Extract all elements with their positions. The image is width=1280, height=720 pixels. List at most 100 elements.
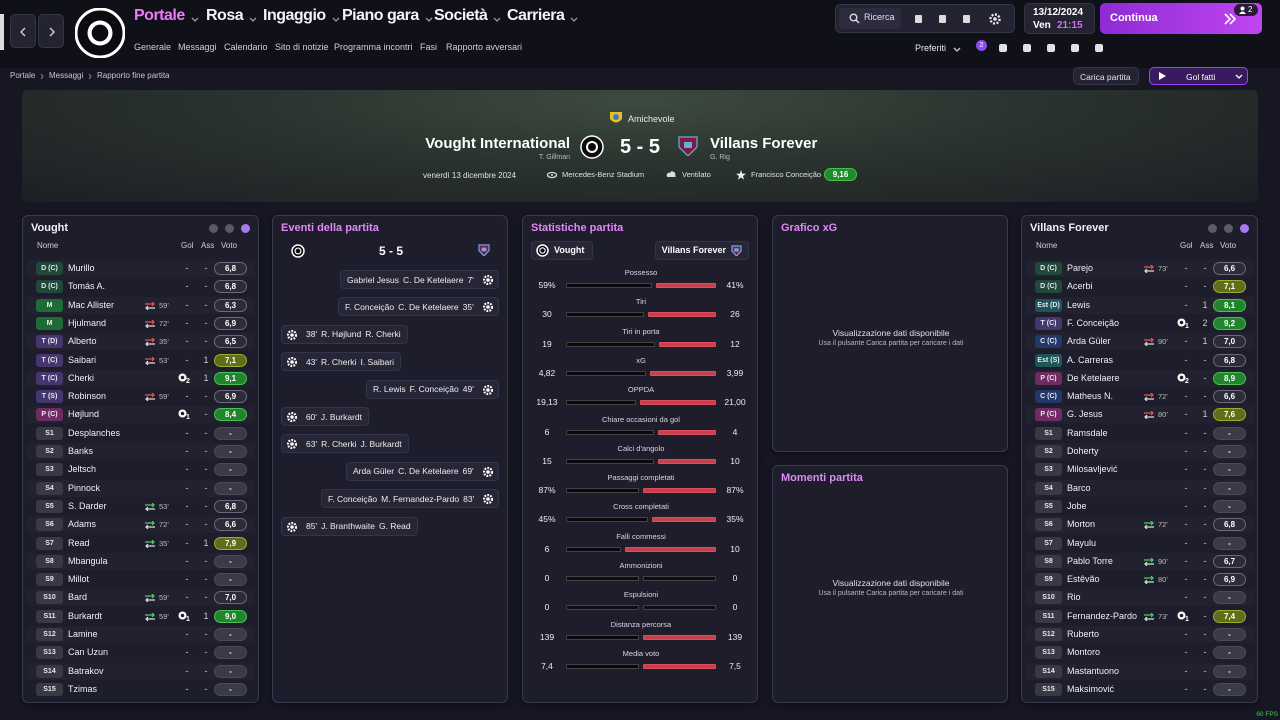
nav-tab[interactable]: Piano gara — [342, 7, 419, 24]
player-row[interactable]: M Mac Allister 59' - -6,3 — [27, 296, 255, 314]
player-row[interactable]: S14 Batrakov - - - — [27, 662, 255, 680]
forward-button[interactable] — [38, 14, 64, 48]
stat-home: 19 — [542, 338, 552, 349]
player-row[interactable]: S1 Desplanches - - - — [27, 424, 255, 442]
assists: - — [204, 500, 208, 511]
goal-event[interactable]: Arda Güler C. De Ketelaere 69' — [346, 461, 499, 481]
player-row[interactable]: S2 Doherty - - - — [1026, 443, 1254, 460]
player-name: Pinnock — [68, 482, 101, 493]
view-dot[interactable] — [1224, 224, 1233, 233]
substitution-minute: 73' — [1158, 264, 1168, 273]
player-row[interactable]: P (C) Højlund 1 -8,4 — [27, 406, 255, 424]
player-row[interactable]: S5 Jobe - - - — [1026, 497, 1254, 515]
player-row[interactable]: T (C) Cherki 2 1 9,1 — [27, 369, 255, 387]
sub-tab[interactable]: Rapporto avversari — [446, 42, 523, 52]
player-row[interactable]: P (C) G. Jesus 80' - 1 7,6 — [1026, 406, 1254, 424]
continue-button[interactable]: Continua 2 — [1100, 3, 1262, 34]
player-row[interactable]: S5 S. Darder 53' - -6,8 — [27, 497, 255, 515]
view-dot[interactable] — [1240, 224, 1249, 233]
goal-event[interactable]: 85' J. Branthwaite G. Read — [281, 516, 418, 536]
goal-event[interactable]: R. Lewis F. Conceição 49' — [366, 379, 499, 399]
sub-tab[interactable]: Fasi — [420, 42, 438, 52]
view-dot[interactable] — [209, 224, 218, 233]
breadcrumb-item[interactable]: Portale — [10, 71, 36, 80]
goals: - — [185, 336, 189, 347]
player-row[interactable]: S3 Milosavljević - - - — [1026, 461, 1254, 479]
goal-minute: 63' — [306, 438, 318, 449]
player-row[interactable]: D (C) Acerbi - -7,1 — [1026, 278, 1254, 296]
column-header: Gol — [1180, 241, 1193, 250]
player-row[interactable]: Est (D) Lewis - 1 8,1 — [1026, 296, 1254, 314]
player-row[interactable]: D (C) Murillo - -6,8 — [27, 260, 255, 277]
goal-event[interactable]: F. Conceição M. Fernandez-Pardo 83' — [321, 489, 499, 509]
player-row[interactable]: S9 Estêvão 80' - -6,9 — [1026, 571, 1254, 589]
goal-event[interactable]: 60' J. Burkardt — [281, 407, 369, 426]
sub-tab[interactable]: Programma incontri — [334, 42, 413, 52]
view-dot[interactable] — [225, 224, 234, 233]
player-row[interactable]: M Hjulmand 72' - -6,9 — [27, 314, 255, 332]
goals: - — [185, 464, 189, 475]
goal-event[interactable]: 43' R. Cherki I. Saibari — [281, 352, 401, 372]
player-row[interactable]: S11 Burkardt 59' 1 1 9,0 — [27, 607, 255, 625]
position-badge: S7 — [36, 536, 63, 550]
player-row[interactable]: T (S) Robinson 59' - -6,9 — [27, 388, 255, 406]
player-row[interactable]: C (C) Arda Güler 90' - 1 7,0 — [1026, 333, 1254, 351]
player-row[interactable]: S8 Mbangula - - - — [27, 552, 255, 570]
player-row[interactable]: S12 Ruberto - - - — [1026, 626, 1254, 643]
load-match-button[interactable]: Carica partita — [1073, 67, 1139, 85]
player-row[interactable]: T (C) F. Conceição 1 2 9,2 — [1026, 314, 1254, 332]
player-row[interactable]: S13 Can Uzun - - - — [27, 644, 255, 662]
player-name: Fernandez-Pardo — [1067, 610, 1138, 621]
player-row[interactable]: S9 Millot - - - — [27, 571, 255, 589]
player-row[interactable]: C (C) Matheus N. 72' - -6,6 — [1026, 388, 1254, 406]
assists: - — [1203, 610, 1207, 621]
player-row[interactable]: S4 Barco - - - — [1026, 479, 1254, 497]
player-row[interactable]: P (C) De Ketelaere 2 -8,9 — [1026, 369, 1254, 387]
nav-tab[interactable]: Ingaggio — [263, 7, 326, 24]
nav-tab[interactable]: Portale — [134, 7, 185, 24]
player-row[interactable]: S4 Pinnock - - - — [27, 479, 255, 497]
player-row[interactable]: D (C) Parejo 73' - -6,6 — [1026, 260, 1254, 277]
player-row[interactable]: S14 Mastantuono - - - — [1026, 662, 1254, 680]
player-row[interactable]: D (C) Tomás A. - -6,8 — [27, 278, 255, 296]
player-row[interactable]: Est (S) A. Carreras - -6,8 — [1026, 351, 1254, 369]
position-badge: S14 — [36, 664, 63, 678]
goal-event[interactable]: 63' R. Cherki J. Burkardt — [281, 434, 409, 454]
player-row[interactable]: S8 Pablo Torre 90' - -6,7 — [1026, 552, 1254, 570]
view-dot[interactable] — [241, 224, 250, 233]
nav-tab[interactable]: Rosa — [206, 7, 244, 24]
nav-tab[interactable]: Carriera — [507, 7, 565, 24]
goal-event[interactable]: F. Conceição C. De Ketelaere 35' — [338, 297, 499, 317]
goal-event[interactable]: 38' R. Højlund R. Cherki — [281, 324, 408, 344]
player-row[interactable]: T (D) Alberto 35' - -6,5 — [27, 333, 255, 351]
sub-tab[interactable]: Calendario — [224, 42, 268, 52]
back-button[interactable] — [10, 14, 36, 48]
player-row[interactable]: T (C) Saibari 53' - 1 7,1 — [27, 351, 255, 369]
player-row[interactable]: S10 Bard 59' - -7,0 — [27, 589, 255, 607]
player-row[interactable]: S12 Lamine - - - — [27, 626, 255, 643]
player-row[interactable]: S7 Read 35' - 1 7,9 — [27, 534, 255, 552]
player-row[interactable]: S11 Fernandez-Pardo 73' 1 -7,4 — [1026, 607, 1254, 625]
player-row[interactable]: S15 Tzimas - - - — [27, 680, 255, 698]
player-row[interactable]: S10 Rio - - - — [1026, 589, 1254, 607]
nav-tab[interactable]: Società — [434, 7, 488, 24]
player-row[interactable]: S3 Jeltsch - - - — [27, 461, 255, 479]
sub-tab[interactable]: Messaggi — [178, 42, 217, 52]
player-row[interactable]: S7 Mayulu - - - — [1026, 534, 1254, 552]
player-row[interactable]: S2 Banks - - - — [27, 443, 255, 460]
favorites[interactable]: Preferiti — [915, 43, 947, 53]
player-row[interactable]: S6 Morton 72' - -6,8 — [1026, 516, 1254, 534]
player-row[interactable]: S13 Montoro - - - — [1026, 644, 1254, 662]
player-row[interactable]: S6 Adams 72' - -6,6 — [27, 516, 255, 534]
search-button[interactable]: Ricerca — [839, 8, 901, 29]
breadcrumb-item[interactable]: Messaggi — [49, 71, 84, 80]
position-badge: S13 — [1035, 646, 1062, 660]
player-row[interactable]: S15 Maksimović - - - — [1026, 680, 1254, 698]
view-dot[interactable] — [1208, 224, 1217, 233]
highlights-button[interactable]: Gol fatti — [1149, 67, 1248, 85]
sub-tab[interactable]: Generale — [134, 42, 172, 52]
goals: - — [1184, 592, 1188, 603]
player-row[interactable]: S1 Ramsdale - - - — [1026, 424, 1254, 442]
goal-event[interactable]: Gabriel Jesus C. De Ketelaere 7' — [340, 270, 499, 289]
sub-tab[interactable]: Sito di notizie — [275, 42, 329, 52]
